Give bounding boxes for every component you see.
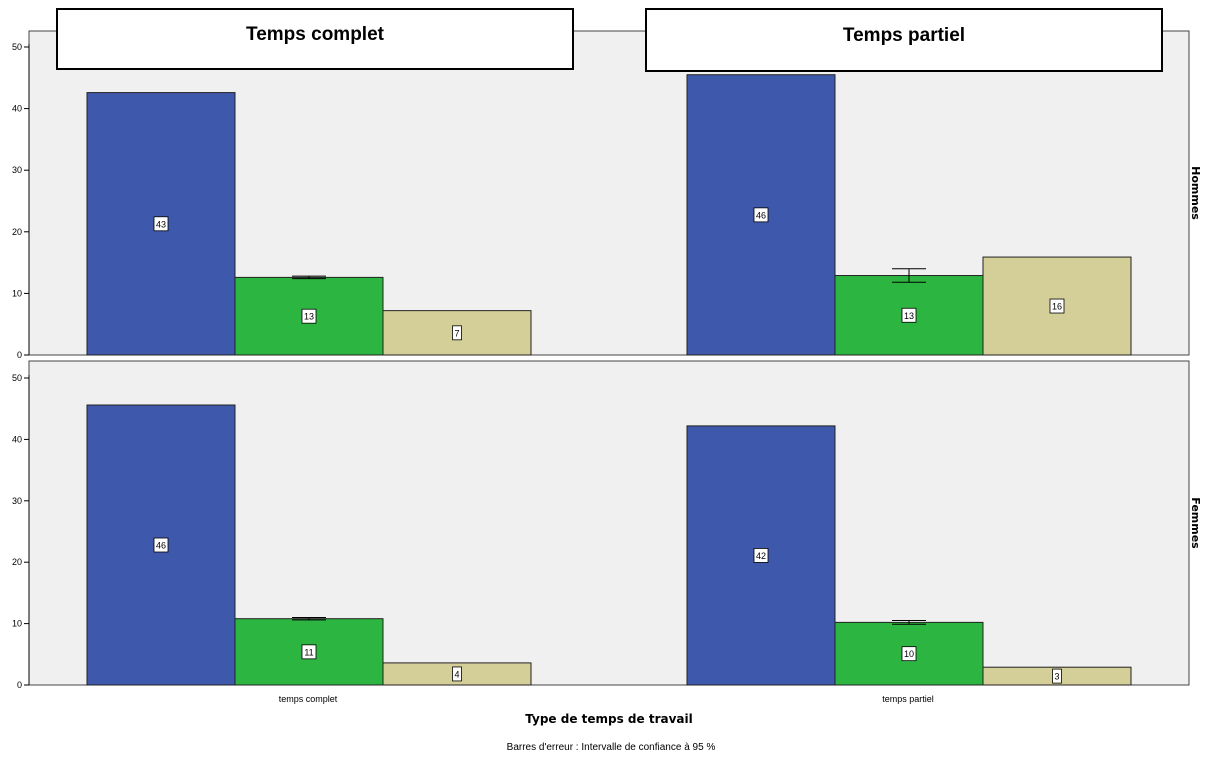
x-tick-temps-complet: temps complet bbox=[279, 694, 338, 704]
error-bar-p1-s1 bbox=[892, 268, 926, 283]
bars-layer: 43 13 7 46 13 16 46 11 4 42 10 3 bbox=[86, 74, 1132, 686]
y-tick-label-1-0: 0 bbox=[17, 680, 22, 690]
data-label-box-p2-s1 bbox=[301, 644, 317, 660]
y-tick-label-0-10: 10 bbox=[12, 288, 22, 298]
data-label-p2-s1: 11 bbox=[304, 647, 313, 657]
x-axis-label: Type de temps de travail bbox=[525, 712, 693, 726]
data-label-p0-s1: 13 bbox=[304, 312, 314, 322]
y-tick-label-1-10: 10 bbox=[12, 619, 22, 629]
column-title-partiel: Temps partiel bbox=[843, 25, 965, 46]
data-label-p1-s2: 16 bbox=[1052, 302, 1062, 312]
y-tick-label-0-40: 40 bbox=[12, 104, 22, 114]
error-bar-p2-s1 bbox=[292, 616, 326, 621]
y-tick-label-1-40: 40 bbox=[12, 434, 22, 444]
column-title-box-complet bbox=[56, 8, 574, 70]
data-label-p1-s1: 13 bbox=[904, 311, 914, 321]
data-label-box-p1-s2 bbox=[1049, 298, 1065, 314]
data-label-p2-s2: 4 bbox=[454, 669, 459, 679]
column-title-complet: Temps complet bbox=[246, 24, 385, 45]
data-label-p0-s0: 43 bbox=[156, 219, 166, 229]
y-tick-label-1-50: 50 bbox=[12, 373, 22, 383]
error-bar-footnote: Barres d'erreur : Intervalle de confianc… bbox=[507, 742, 716, 753]
error-bar-p0-s1 bbox=[292, 275, 326, 280]
y-tick-label-0-20: 20 bbox=[12, 227, 22, 237]
data-label-p3-s2: 3 bbox=[1054, 672, 1059, 682]
data-label-p3-s0: 42 bbox=[756, 551, 766, 561]
data-label-box-p0-s0 bbox=[153, 216, 169, 232]
data-label-box-p1-s1 bbox=[901, 307, 917, 323]
data-label-box-p2-s0 bbox=[153, 537, 169, 553]
y-tick-label-1-20: 20 bbox=[12, 557, 22, 567]
data-label-box-p0-s2 bbox=[452, 325, 462, 341]
data-label-p3-s1: 10 bbox=[904, 649, 914, 659]
row-label-hommes: Hommes bbox=[1189, 166, 1202, 220]
y-tick-label-0-0: 0 bbox=[17, 350, 22, 360]
data-label-box-p0-s1 bbox=[301, 308, 317, 324]
data-label-box-p2-s2 bbox=[452, 666, 462, 682]
data-label-box-p3-s1 bbox=[901, 646, 917, 662]
y-tick-label-0-30: 30 bbox=[12, 165, 22, 175]
y-tick-label-1-30: 30 bbox=[12, 496, 22, 506]
column-title-box-partiel bbox=[645, 8, 1163, 72]
data-label-box-p1-s0 bbox=[753, 207, 769, 223]
data-label-box-p3-s2 bbox=[1052, 668, 1062, 684]
y-tick-label-0-50: 50 bbox=[12, 42, 22, 52]
x-tick-temps-partiel: temps partiel bbox=[882, 694, 934, 704]
y-axes: 0 10 20 30 40 50 0 10 20 30 40 50 bbox=[12, 42, 30, 690]
row-label-femmes: Femmes bbox=[1189, 497, 1202, 549]
data-label-box-p3-s0 bbox=[753, 548, 769, 563]
data-label-p0-s2: 7 bbox=[454, 328, 459, 338]
data-label-p1-s0: 46 bbox=[756, 210, 766, 220]
data-label-p2-s0: 46 bbox=[156, 541, 166, 551]
error-bar-p3-s1 bbox=[892, 620, 926, 625]
